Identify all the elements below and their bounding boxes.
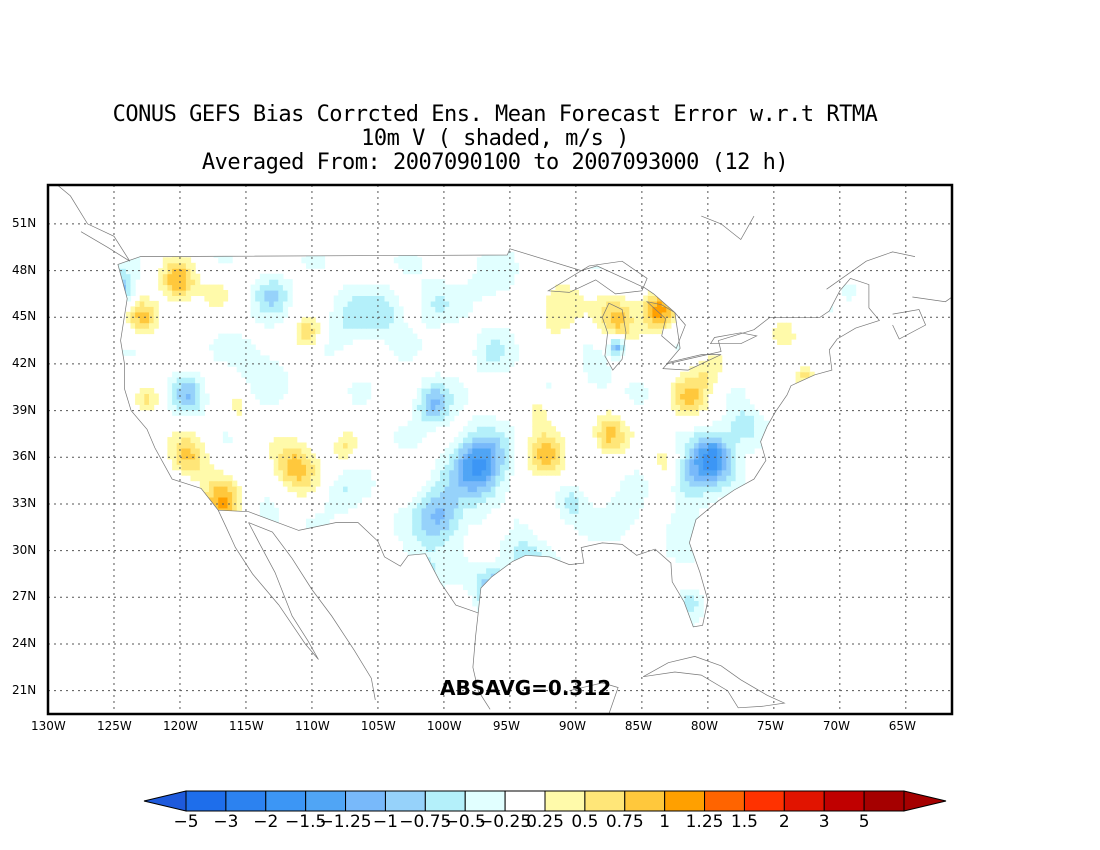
- colorbar-label: 0.5: [571, 812, 599, 832]
- lon-tick-label: 100W: [426, 719, 462, 733]
- lon-tick-label: 65W: [888, 719, 916, 733]
- colorbar-swatch: [504, 790, 546, 812]
- colorbar-swatch: [584, 790, 626, 812]
- lon-tick-label: 115W: [228, 719, 264, 733]
- colorbar-swatch: [704, 790, 745, 812]
- colorbar-swatch: [624, 790, 666, 812]
- lon-tick-label: 130W: [31, 719, 66, 733]
- colorbar: [143, 790, 947, 812]
- lat-tick-label: 45N: [12, 309, 37, 324]
- plot-frame: [46, 183, 954, 716]
- colorbar-label: −5: [173, 812, 199, 832]
- lon-tick-label: 90W: [558, 719, 587, 733]
- james-bay-coast: [701, 215, 755, 241]
- lat-tick-label: 24N: [12, 635, 37, 650]
- mexico-west-coast: [248, 522, 376, 701]
- nova-scotia-coast: [892, 309, 927, 340]
- colorbar-swatch: [544, 790, 586, 812]
- lat-tick-label: 21N: [12, 682, 37, 697]
- baja-coast: [217, 510, 319, 660]
- colorbar-label: 2: [778, 812, 790, 832]
- lat-tick-label: 51N: [12, 215, 37, 230]
- lake-ontario: [709, 332, 758, 345]
- coastlines: [56, 185, 952, 714]
- gulf-stlawrence-coast: [912, 296, 952, 310]
- colorbar-label: −1.25: [319, 812, 372, 832]
- yucatan-coast: [569, 682, 619, 714]
- lat-tick-label: 27N: [12, 589, 37, 604]
- colorbar-swatch: [305, 790, 347, 812]
- colorbar-swatch: [345, 790, 386, 812]
- colorbar-swatch: [225, 790, 267, 812]
- colorbar-label: −0.5: [444, 812, 486, 832]
- grid-lines: [47, 185, 952, 714]
- lake-michigan: [601, 302, 627, 371]
- lon-tick-label: 105W: [360, 719, 396, 733]
- chart-subtitle: 10m V ( shaded, m/s ): [361, 126, 629, 151]
- colorbar-label: 1: [659, 812, 671, 832]
- stlawrence-coast: [826, 251, 916, 290]
- lat-tick-label: 48N: [12, 262, 37, 277]
- lon-tick-label: 75W: [756, 719, 784, 733]
- colorbar-swatch: [823, 790, 865, 812]
- lat-tick-label: 33N: [12, 495, 37, 510]
- us-coastline: [117, 248, 881, 628]
- colorbar-swatch: [783, 790, 825, 812]
- absavg-annotation: ABSAVG=0.312: [440, 676, 612, 700]
- colorbar-swatch: [265, 790, 307, 812]
- colorbar-label: 0.25: [526, 812, 564, 832]
- colorbar-label: 5: [858, 812, 870, 832]
- cuba-coast: [643, 656, 786, 709]
- colorbar-swatch: [863, 790, 905, 812]
- colorbar-label: −3: [213, 812, 239, 832]
- colorbar-label: 3: [818, 812, 830, 832]
- lake-huron: [645, 301, 686, 349]
- mexico-gulf-coast: [472, 612, 491, 710]
- colorbar-label: 0.75: [605, 812, 644, 832]
- colorbar-label: 1.5: [730, 812, 758, 832]
- chart-title: CONUS GEFS Bias Corrcted Ens. Mean Forec…: [112, 102, 878, 127]
- colorbar-label: −0.25: [479, 812, 532, 832]
- colorbar-swatch: [424, 790, 466, 812]
- colorbar-swatch: [185, 790, 227, 812]
- bc-coast: [56, 185, 131, 262]
- lon-tick-label: 95W: [492, 719, 521, 733]
- lon-tick-label: 125W: [96, 719, 132, 733]
- colorbar-under-arrow: [143, 790, 187, 812]
- lon-tick-label: 85W: [624, 719, 652, 733]
- lon-tick-label: 110W: [294, 719, 330, 733]
- colorbar-swatch: [384, 790, 426, 812]
- lat-tick-label: 30N: [12, 542, 37, 557]
- colorbar-over-arrow: [903, 790, 947, 812]
- lat-tick-label: 42N: [12, 355, 37, 370]
- colorbar-label: −0.75: [399, 812, 452, 832]
- lat-tick-label: 36N: [12, 449, 37, 464]
- colorbar-label: −2: [253, 812, 279, 832]
- lat-tick-label: 39N: [12, 402, 37, 417]
- lon-tick-label: 80W: [690, 719, 718, 733]
- lon-tick-label: 120W: [162, 719, 198, 733]
- lake-superior: [547, 260, 648, 295]
- colorbar-swatch: [664, 790, 706, 812]
- colorbar-swatch: [743, 790, 785, 812]
- colorbar-label: −1: [372, 812, 398, 832]
- chart-period: Averaged From: 2007090100 to 2007093000 …: [201, 150, 789, 175]
- colorbar-label: −1.5: [285, 812, 327, 832]
- lon-tick-label: 70W: [822, 719, 850, 733]
- colorbar-label: 1.25: [685, 812, 724, 832]
- colorbar-swatch: [464, 790, 506, 812]
